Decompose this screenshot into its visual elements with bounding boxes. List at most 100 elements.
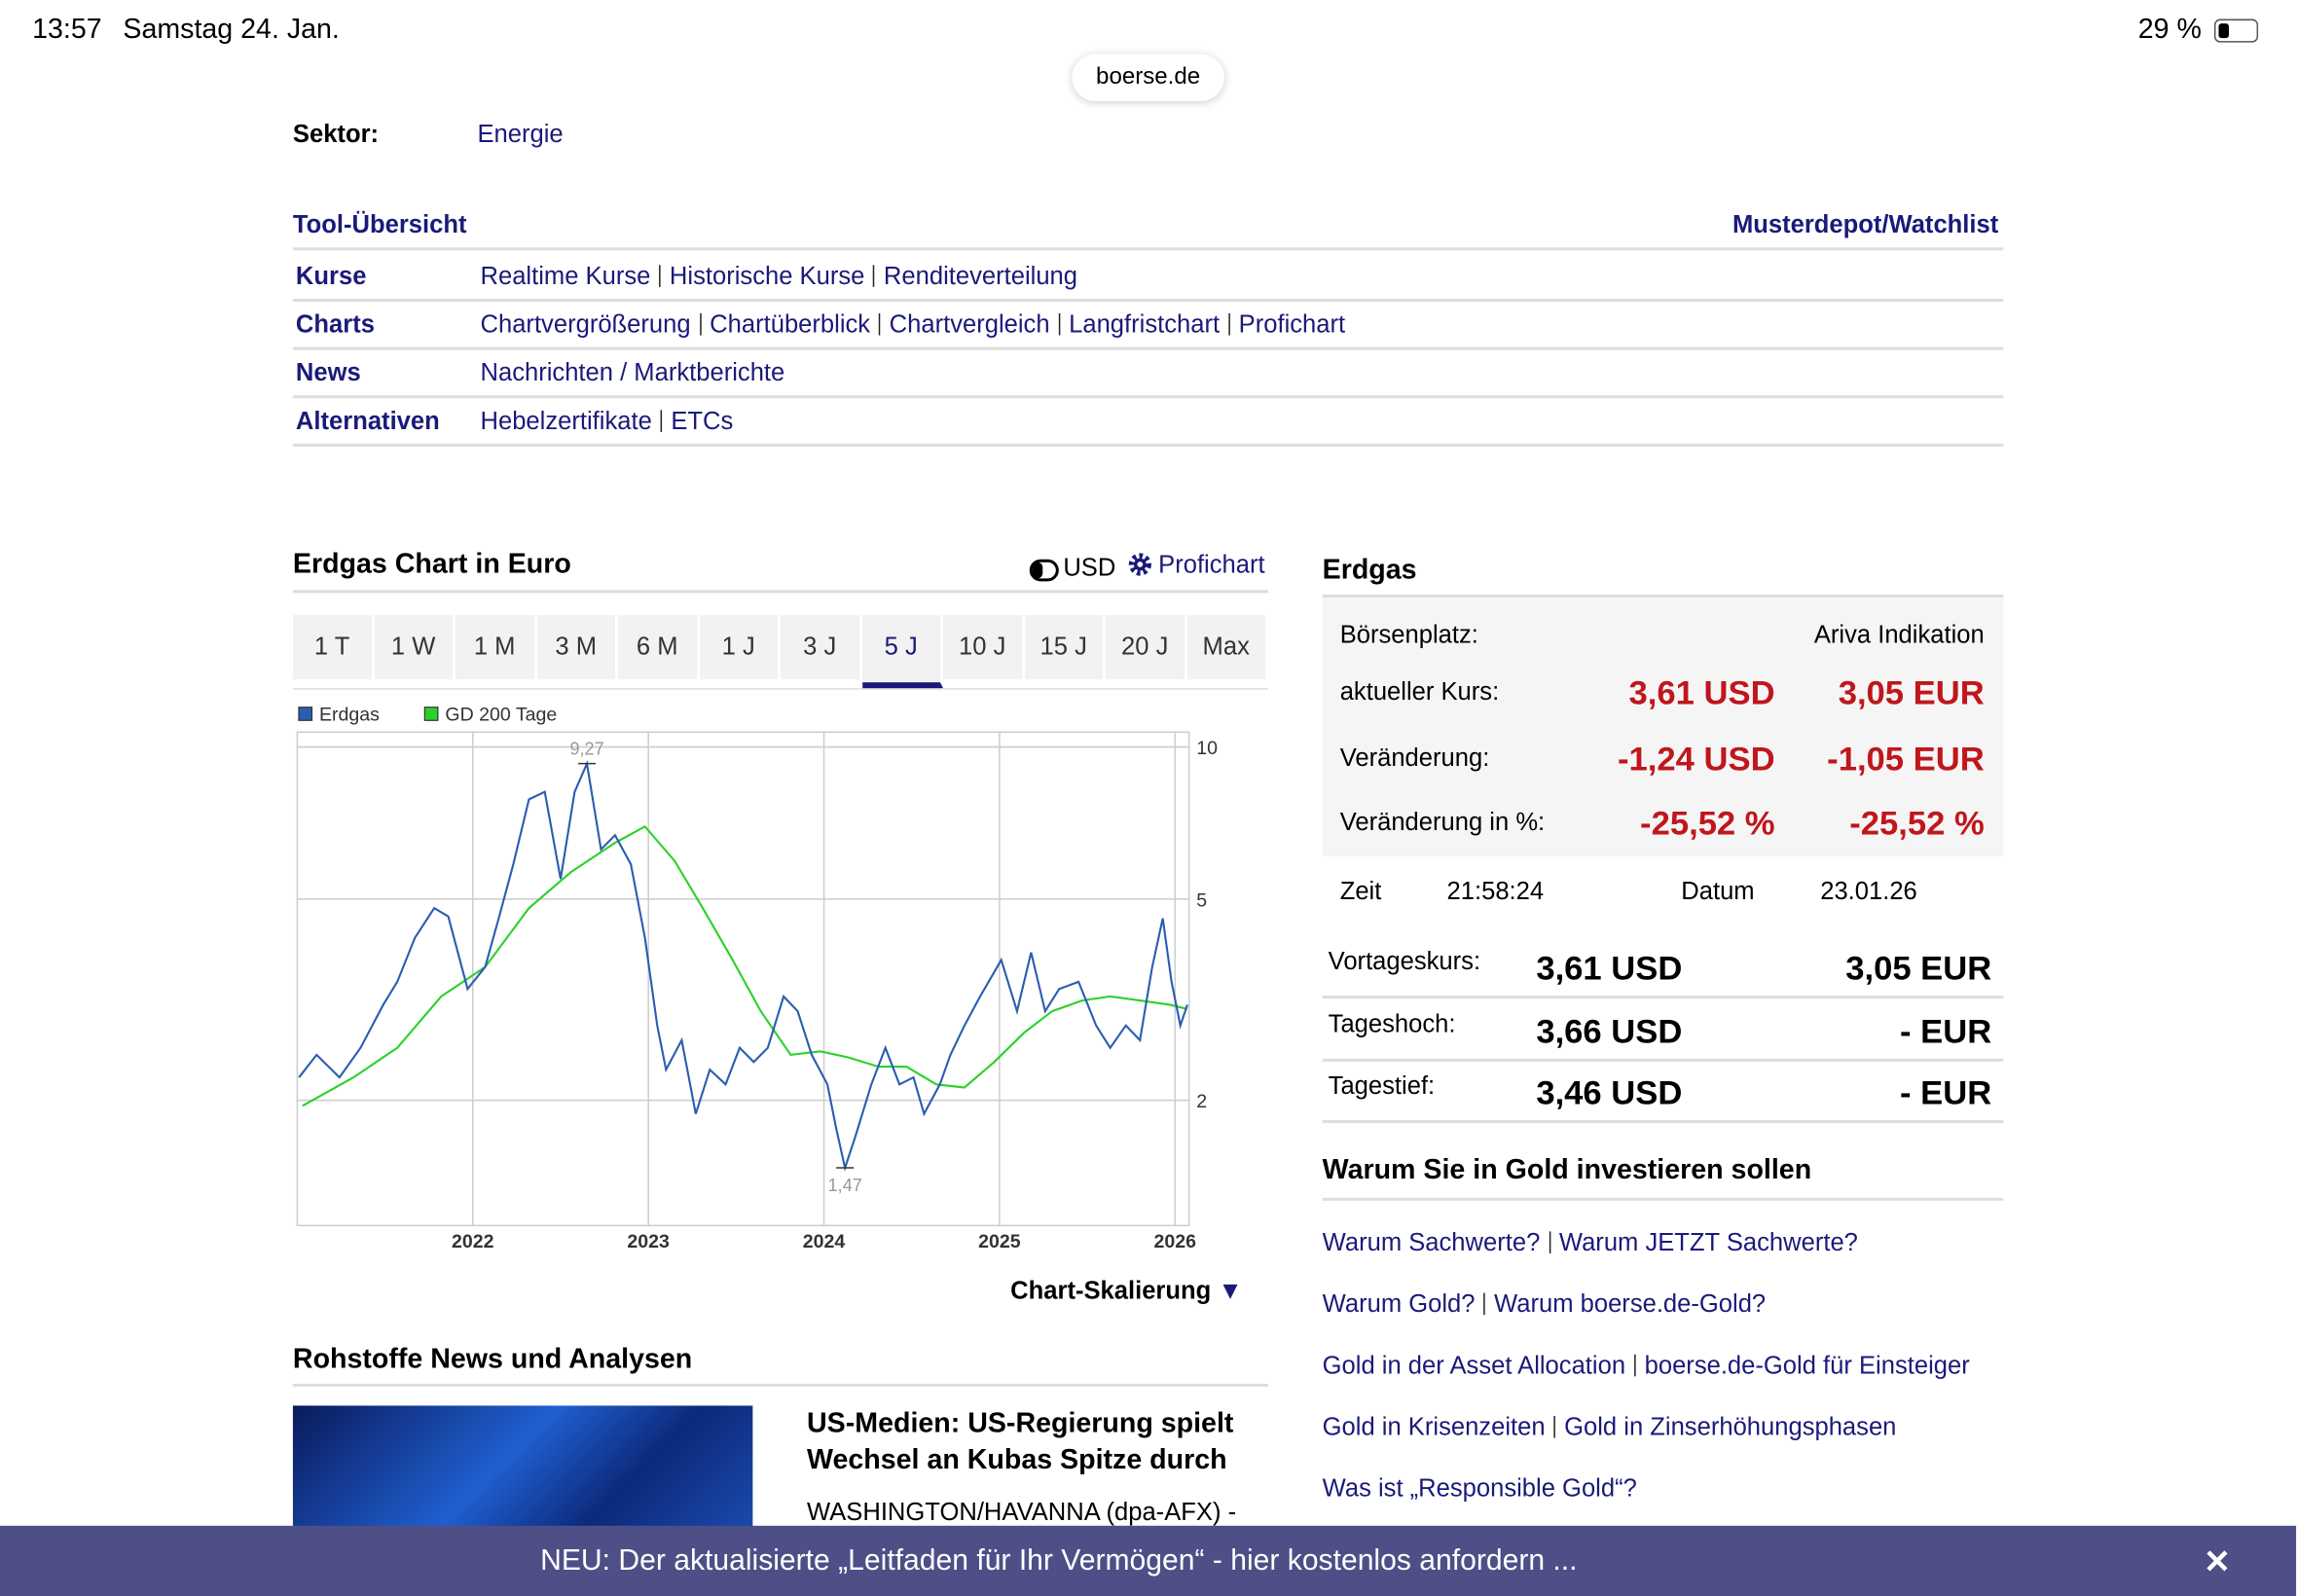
status-date: Samstag 24. Jan. [123, 15, 340, 46]
day-eur: 3,05 EUR [1845, 948, 1992, 988]
range-tab[interactable]: 20 J [1105, 614, 1187, 680]
range-tab[interactable]: 1 M [455, 614, 537, 680]
time-label: Zeit [1339, 877, 1382, 905]
separator [1483, 1292, 1486, 1316]
gold-line: Warum Gold? Warum boerse.de-Gold? [1323, 1290, 1767, 1320]
gold-line: Was ist „Responsible Gold“? [1323, 1474, 1637, 1504]
link[interactable]: Realtime Kurse [480, 262, 651, 290]
link[interactable]: Renditeverteilung [883, 262, 1078, 290]
separator [699, 312, 702, 336]
link[interactable]: Chartvergleich [889, 309, 1050, 339]
row-links: Realtime Kurse Historische Kurse Renditeve… [481, 262, 1078, 291]
range-tab[interactable]: 1 J [699, 614, 781, 680]
url-pill[interactable]: boerse.de [1072, 54, 1224, 101]
range-tab[interactable]: 3 M [536, 614, 618, 680]
row-links: Hebelzertifikate ETCs [481, 407, 734, 436]
link[interactable]: Warum Sachwerte? [1322, 1228, 1541, 1256]
link[interactable]: Warum JETZT Sachwerte? [1558, 1228, 1858, 1256]
range-tab[interactable]: 5 J [861, 614, 943, 689]
legend-label: Erdgas [319, 704, 380, 725]
row-links: Nachrichten / Marktberichte [481, 359, 785, 388]
banner-text[interactable]: NEU: Der aktualisierte „Leitfaden für Ih… [540, 1544, 1578, 1578]
sector-label: Sektor: [292, 120, 380, 148]
chart-heading: Erdgas Chart in Euro [292, 549, 571, 580]
link[interactable]: Was ist „Responsible Gold“? [1322, 1474, 1637, 1503]
date-value: 23.01.26 [1820, 877, 1917, 905]
watchlist-link[interactable]: Musterdepot/Watchlist [1732, 210, 1999, 239]
news-headline[interactable]: US-Medien: US-Regierung spielt Wechsel a… [807, 1408, 1234, 1476]
toggle-icon[interactable] [1029, 559, 1059, 582]
series-line [298, 759, 1188, 1173]
day-label: Vortageskurs: [1328, 947, 1481, 976]
arrow-icon[interactable]: ▼ [1218, 1277, 1243, 1305]
quote-box [1322, 594, 2004, 857]
quote-eur: -25,52 % [1849, 804, 1985, 843]
tools-row: Charts Chartvergrößerung Chartüberblick Cha… [292, 300, 2004, 350]
range-tab[interactable]: 15 J [1024, 614, 1106, 680]
range-tab[interactable]: 3 J [780, 614, 862, 680]
link[interactable]: Warum Gold? [1322, 1289, 1476, 1319]
link[interactable]: Gold in der Asset Allocation [1322, 1351, 1626, 1380]
legend-swatch [298, 707, 313, 721]
quote-eur: -1,05 EUR [1827, 739, 1985, 778]
link[interactable]: Langfristchart [1069, 309, 1221, 339]
gear-icon[interactable] [1128, 552, 1153, 577]
day-usd: 3,66 USD [1536, 1010, 1683, 1050]
gold-heading: Warum Sie in Gold investieren sollen [1322, 1155, 1812, 1186]
series-line [302, 825, 1188, 1107]
link[interactable]: Historische Kurse [669, 262, 865, 290]
news-heading: Rohstoffe News und Analysen [292, 1344, 693, 1375]
divider [1322, 1197, 2004, 1201]
legend-label: GD 200 Tage [445, 704, 557, 725]
quote-usd: -25,52 % [1640, 804, 1775, 843]
gold-line: Gold in Krisenzeiten Gold in Zinserhöhung… [1323, 1413, 1897, 1442]
range-tab[interactable]: 1 W [374, 614, 456, 680]
link[interactable]: Hebelzertifikate [480, 407, 652, 435]
battery-icon [2213, 18, 2259, 43]
day-label: Tageshoch: [1328, 1009, 1456, 1038]
link[interactable]: Chartvergrößerung [480, 309, 691, 339]
link[interactable]: Profichart [1238, 309, 1346, 339]
range-tab[interactable]: 1 T [292, 614, 375, 680]
separator [1228, 312, 1230, 336]
range-tab[interactable]: 6 M [617, 614, 700, 680]
exchange-label: Börsenplatz: [1339, 620, 1478, 649]
close-icon[interactable] [2206, 1549, 2229, 1573]
link[interactable]: Warum boerse.de-Gold? [1494, 1289, 1767, 1319]
banner[interactable] [0, 1525, 2297, 1596]
row-label[interactable]: Charts [295, 309, 375, 339]
annotation-label: 9,27 [569, 740, 603, 759]
range-tab[interactable]: Max [1186, 614, 1268, 680]
date-label: Datum [1681, 877, 1755, 905]
range-tab[interactable]: 10 J [942, 614, 1025, 680]
y-tick-label: 10 [1196, 738, 1218, 759]
link[interactable]: Chartüberblick [710, 309, 871, 339]
link[interactable]: boerse.de-Gold für Einsteiger [1644, 1351, 1970, 1380]
profichart-link[interactable]: Profichart [1158, 550, 1265, 579]
tools-title: Tool-Übersicht [292, 210, 467, 239]
scaling-link[interactable]: Chart-Skalierung ▼ [1010, 1277, 1243, 1306]
x-tick-label: 2023 [627, 1231, 670, 1252]
sector-value[interactable]: Energie [477, 120, 564, 148]
news-image[interactable] [292, 1405, 753, 1538]
battery: 29 % [2137, 15, 2202, 46]
row-label[interactable]: News [295, 358, 361, 387]
toggle-label[interactable]: USD [1063, 553, 1116, 582]
link[interactable]: Gold in Krisenzeiten [1322, 1412, 1546, 1441]
link[interactable]: Nachrichten / Marktberichte [480, 358, 785, 387]
day-row [1322, 937, 2004, 999]
exchange-value: Ariva Indikation [1813, 620, 1985, 649]
row-links: Chartvergrößerung Chartüberblick Chartverg… [481, 310, 1346, 340]
quote-label: Veränderung: [1339, 743, 1490, 772]
row-label[interactable]: Alternativen [295, 407, 440, 435]
x-tick-label: 2022 [452, 1231, 494, 1252]
quote-usd: 3,61 USD [1628, 673, 1775, 712]
day-row [1322, 1062, 2004, 1124]
row-label[interactable]: Kurse [295, 262, 367, 290]
link[interactable]: Gold in Zinserhöhungsphasen [1564, 1412, 1897, 1441]
quote-label: aktueller Kurs: [1339, 677, 1500, 707]
link[interactable]: ETCs [671, 407, 734, 435]
scaling-label[interactable]: Chart-Skalierung [1010, 1277, 1212, 1305]
day-usd: 3,61 USD [1536, 948, 1683, 988]
